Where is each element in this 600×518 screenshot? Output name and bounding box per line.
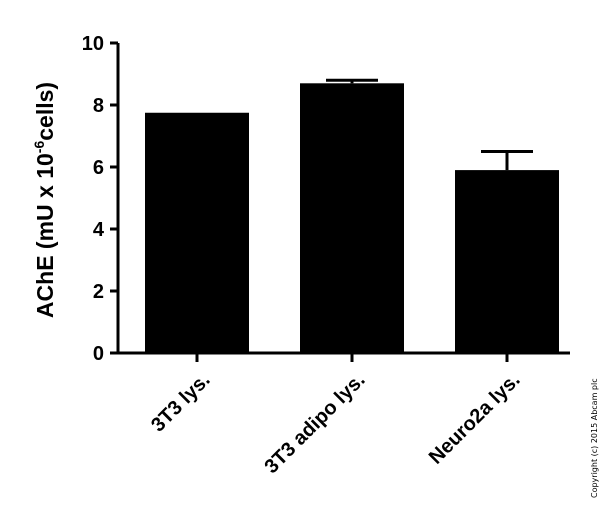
y-axis-label-end: cells) <box>32 82 58 141</box>
x-category-label: Neuro2a lys. <box>425 369 525 469</box>
y-tick-label: 2 <box>93 281 104 303</box>
copyright-text: Copyright (c) 2015 Abcam plc <box>590 378 599 498</box>
y-tick-label: 8 <box>93 95 104 117</box>
bar <box>300 83 404 354</box>
y-axis-label: AChE (mU x 10-6cells) <box>31 82 58 318</box>
y-axis-label-main: AChE (mU x 10 <box>32 153 58 318</box>
y-axis-label-superscript: -6 <box>31 141 47 154</box>
y-tick-label: 10 <box>82 33 104 55</box>
y-tick-label: 4 <box>93 219 105 241</box>
x-category-label: 3T3 lys. <box>147 369 214 436</box>
y-tick-label: 0 <box>93 343 104 365</box>
y-ticks: 0 2 4 6 8 10 <box>82 33 118 365</box>
bar <box>455 170 559 353</box>
x-category-label: 3T3 adipo lys. <box>260 369 369 478</box>
y-tick-label: 6 <box>93 157 104 179</box>
error-bars <box>326 78 533 171</box>
bar <box>145 112 249 353</box>
x-tick-labels: 3T3 lys. 3T3 adipo lys. Neuro2a lys. <box>147 369 524 478</box>
bars <box>145 83 559 362</box>
